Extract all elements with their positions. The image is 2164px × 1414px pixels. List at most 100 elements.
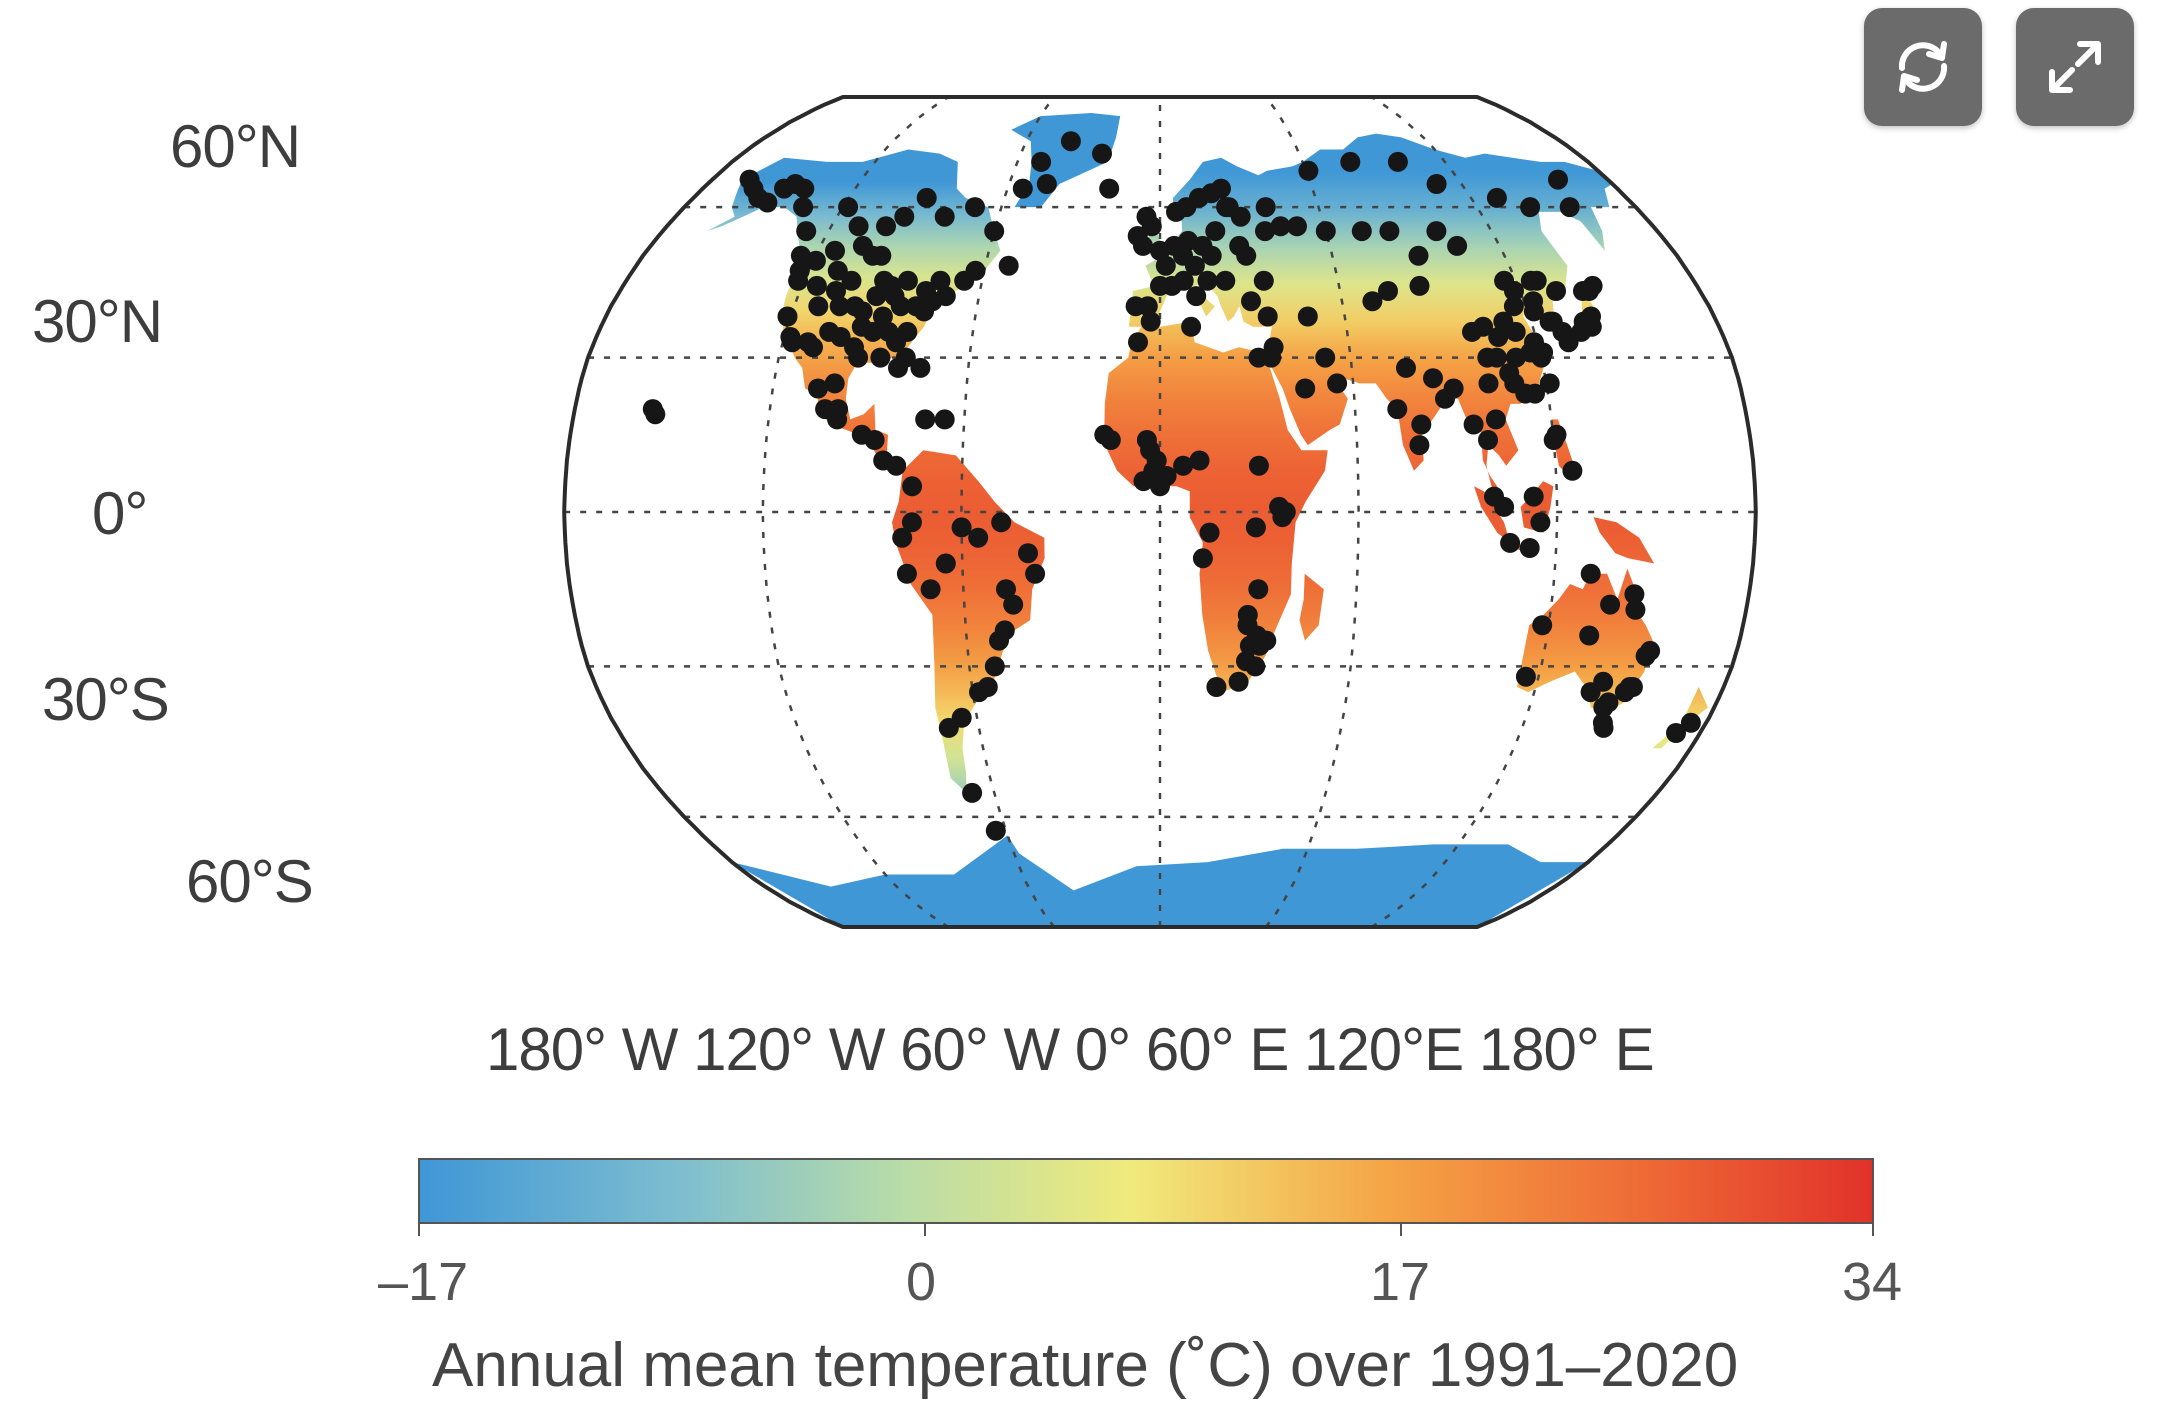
station-marker [989,630,1009,651]
station-marker [1559,197,1580,218]
station-marker [915,409,936,430]
station-marker [1211,178,1231,199]
station-marker [1287,216,1307,237]
station-marker [796,221,817,242]
graticule [564,97,1756,927]
station-marker [825,240,845,261]
station-marker [1387,399,1408,420]
station-marker [1315,221,1336,242]
station-marker [870,347,891,368]
station-marker [1155,255,1176,276]
station-marker [1060,131,1081,152]
station-marker [1012,178,1033,199]
station-marker [1463,414,1484,435]
station-marker [985,820,1006,841]
colorbar-label-17: 17 [1370,1252,1431,1312]
station-marker [1003,594,1024,615]
station-marker [827,260,848,281]
station-marker [1426,221,1447,242]
station-marker [1255,197,1276,218]
station-marker [1201,245,1222,266]
station-marker [1562,460,1583,481]
station-marker [1387,151,1408,172]
station-marker [862,321,883,342]
station-marker [892,527,913,548]
station-marker [1582,275,1603,296]
station-marker [1493,311,1514,332]
station-marker [1150,476,1170,497]
station-marker [894,206,915,227]
station-marker [1488,327,1509,347]
station-markers [642,131,1701,841]
station-marker [962,782,983,803]
station-marker [848,347,869,368]
station-marker [803,337,823,358]
lon-label-0: 0° [1074,1016,1131,1083]
station-marker [1192,548,1213,569]
lat-label-30s: 30°S [42,666,170,733]
station-marker [1546,281,1566,301]
station-marker [1530,512,1551,533]
station-marker [757,192,778,213]
station-marker [830,327,851,347]
station-marker [1150,275,1170,296]
station-marker [1378,281,1398,301]
station-marker [1253,270,1274,291]
station-marker [1500,532,1521,553]
station-marker [1478,373,1499,394]
lon-label-60e: 60° E [1145,1016,1289,1083]
station-marker [1245,517,1266,538]
station-marker [951,517,972,538]
station-marker [1593,717,1614,738]
station-marker [1025,563,1046,584]
station-marker [984,656,1005,677]
station-marker [1173,455,1194,476]
meridian-60 [1264,97,1360,927]
station-marker [829,296,850,317]
station-marker [938,717,959,738]
lat-label-60s: 60°S [186,848,314,915]
station-marker [645,404,666,425]
station-marker [1340,151,1361,172]
station-marker [1241,291,1261,312]
expand-button[interactable] [2016,8,2134,126]
station-marker [965,197,985,218]
station-marker [1443,378,1464,399]
station-marker [1666,723,1686,743]
station-marker [848,216,869,237]
lon-label-120e: 120°E [1304,1016,1464,1083]
station-marker [824,373,845,394]
station-marker [935,286,956,307]
station-marker [1520,197,1541,218]
station-marker [1136,430,1157,450]
station-marker [1128,332,1148,353]
station-marker [1494,496,1515,517]
station-marker [896,563,917,584]
lon-label-180w: 180° W [486,1016,678,1083]
refresh-button[interactable] [1864,8,1982,126]
station-marker [1127,226,1148,246]
station-marker [934,409,955,430]
station-marker [1239,635,1260,656]
station-marker [1215,270,1236,291]
station-marker [969,682,989,703]
station-marker [1504,281,1524,301]
station-marker [1515,666,1536,687]
colorbar-label-0: 0 [906,1252,937,1312]
lat-label-0: 0° [92,480,148,547]
station-marker [996,579,1016,600]
station-marker [916,187,937,208]
station-marker [1520,270,1541,291]
station-marker [1218,197,1239,218]
station-marker [1478,430,1498,450]
station-marker [841,270,862,291]
station-marker [991,512,1012,533]
station-marker [1140,311,1161,332]
station-marker [1272,507,1293,528]
station-marker [1186,286,1207,307]
station-marker [890,296,911,317]
station-marker [1351,221,1372,242]
lat-label-60n: 60°N [170,113,301,180]
station-marker [852,235,873,256]
